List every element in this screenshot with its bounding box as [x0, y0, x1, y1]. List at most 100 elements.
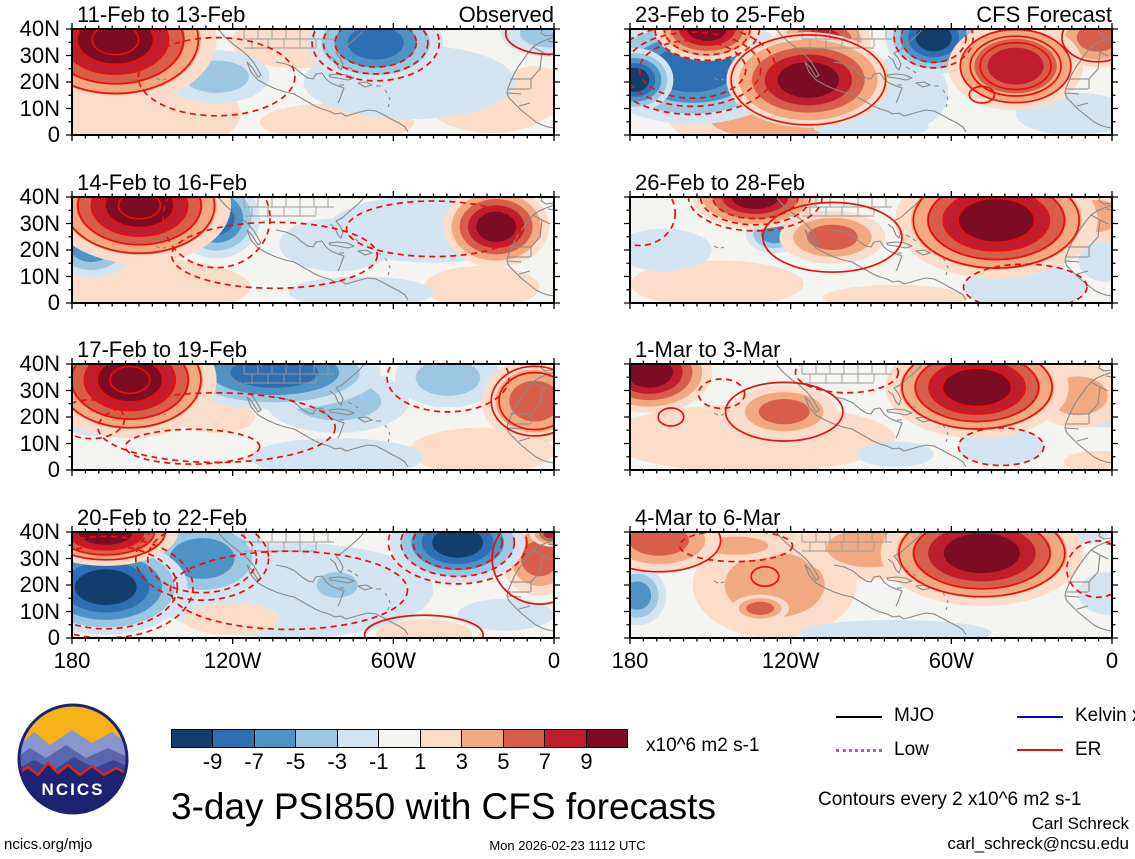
map-panel-20feb: 20-Feb to 22-Feb [66, 505, 560, 644]
credit-email[interactable]: carl_schreck@ncsu.edu [947, 834, 1129, 853]
panel-title: 11-Feb to 13-Feb [77, 2, 246, 27]
coastline [155, 532, 554, 636]
colorbar-cell [462, 730, 504, 747]
map-panel-1mar: 1-Mar to 3-Mar [624, 337, 1118, 476]
coastline [155, 29, 554, 133]
legend-label-low: Low [894, 739, 929, 760]
y-axis-label: 30N [19, 377, 60, 403]
axis-ticks [66, 526, 560, 644]
map-panel-17feb: 17-Feb to 19-Feb [66, 337, 560, 476]
legend-line-low [836, 749, 882, 752]
panel-title: 4-Mar to 6-Mar [635, 505, 781, 530]
map-panel-11feb: 11-Feb to 13-Feb Observed [66, 2, 560, 141]
colorbar-tick-label: 5 [497, 749, 510, 774]
map-plot [624, 526, 1118, 644]
logo-text: NCICS [42, 780, 105, 799]
y-axis-label: 20N [19, 404, 60, 429]
panel-title: 23-Feb to 25-Feb [635, 2, 805, 27]
y-axis-label: 10N [19, 263, 60, 289]
map-plot [624, 23, 1118, 141]
x-axis-label: 120W [203, 648, 262, 673]
y-axis-label: 10N [19, 430, 60, 456]
colorbar [171, 729, 628, 748]
legend-label-mjo: MJO [894, 705, 935, 726]
y-axis-label: 40N [19, 184, 60, 209]
legend-line-er [1017, 749, 1063, 751]
colorbar-cell [503, 730, 546, 747]
timestamp: Mon 2026-02-23 1112 UTC [489, 838, 646, 853]
state-borders [243, 197, 334, 217]
x-axis-label: 0 [1105, 648, 1119, 673]
panel-border [629, 531, 1113, 639]
map-panel-14feb: 14-Feb to 16-Feb [66, 170, 560, 309]
credit-name: Carl Schreck [1031, 814, 1129, 833]
axis-ticks [624, 23, 1118, 141]
colorbar-cell [172, 730, 214, 747]
colorbar-cell [254, 730, 297, 747]
state-borders [801, 29, 892, 49]
map-plot [66, 526, 560, 644]
map-plot [624, 358, 1118, 476]
coastline [713, 29, 1112, 133]
x-axis-label: 120W [761, 648, 820, 673]
colorbar-tick-label: 9 [580, 749, 593, 774]
panel-title: 14-Feb to 16-Feb [77, 170, 247, 195]
state-borders [801, 532, 892, 552]
colorbar-cell [545, 730, 587, 747]
y-axis-label: 0 [47, 457, 60, 482]
colorbar-cell [379, 730, 421, 747]
axis-ticks [66, 23, 560, 141]
y-axis-label: 20N [19, 237, 60, 262]
colorbar-tick-label: -5 [285, 749, 306, 774]
colorbar-tick-label: 3 [455, 749, 468, 774]
map-plot [66, 23, 560, 141]
ncics-logo: NCICS [17, 703, 129, 815]
colorbar-tick-label: 7 [538, 749, 552, 774]
map-plot [66, 358, 560, 476]
map-plot [66, 191, 560, 309]
figure-title: 3-day PSI850 with CFS forecasts [171, 786, 716, 827]
y-axis-label: 30N [19, 545, 60, 571]
axis-ticks [624, 358, 1118, 476]
panel-title: 1-Mar to 3-Mar [635, 337, 781, 362]
column-heading-observed: Observed [458, 2, 554, 27]
colorbar-tick-label: -7 [244, 749, 264, 774]
column-heading-forecast: CFS Forecast [976, 2, 1112, 27]
y-axis-label: 10N [19, 95, 60, 121]
colorbar-cell [213, 730, 255, 747]
panel-border [71, 363, 555, 471]
x-axis-label: 0 [547, 648, 561, 673]
x-axis-label: 60W [928, 648, 974, 673]
panel-title: 20-Feb to 22-Feb [77, 505, 247, 530]
colorbar-cell [337, 730, 380, 747]
panel-border [71, 28, 555, 136]
y-axis-label: 40N [19, 519, 60, 544]
y-axis-label: 20N [19, 69, 60, 94]
y-axis-label: 20N [19, 572, 60, 597]
panel-title: 26-Feb to 28-Feb [635, 170, 805, 195]
state-borders [243, 364, 334, 384]
map-panel-23feb: 23-Feb to 25-Feb CFS Forecast [624, 2, 1118, 141]
y-axis-label: 30N [19, 42, 60, 68]
y-axis-label: 40N [19, 351, 60, 376]
colorbar-tick-label: -1 [368, 749, 389, 774]
panel-border [629, 196, 1113, 304]
state-borders [801, 364, 892, 384]
y-axis-label: 10N [19, 598, 60, 624]
x-axis-label: 60W [370, 648, 416, 673]
y-axis-label: 30N [19, 210, 60, 236]
website-link[interactable]: ncics.org/mjo [4, 836, 93, 853]
colorbar-cell [586, 730, 627, 747]
panel-border [629, 28, 1113, 136]
panel-border [629, 363, 1113, 471]
x-axis-label: 180 [53, 648, 91, 673]
legend-line-kelvin [1017, 716, 1063, 718]
coastline [713, 532, 1112, 636]
colorbar-tick-label: 1 [414, 749, 427, 774]
axis-ticks [66, 191, 560, 309]
legend-line-mjo [836, 716, 882, 718]
panel-border [71, 531, 555, 639]
map-plot [624, 191, 1118, 309]
legend-label-kelvin: Kelvin x2 [1075, 705, 1135, 726]
